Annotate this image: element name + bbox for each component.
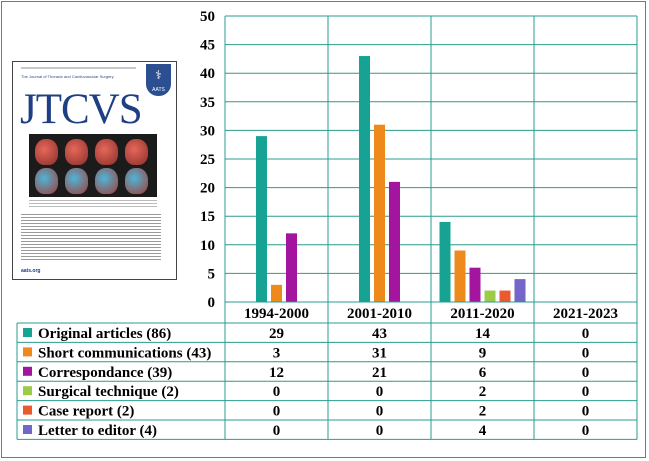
bar: [389, 181, 400, 302]
table-cell-value: 0: [582, 326, 590, 342]
table-cell-value: 14: [475, 326, 491, 342]
x-category-label: 2001-2010: [347, 306, 412, 322]
y-tick-label: 45: [200, 38, 215, 54]
table-cell-value: 0: [582, 384, 590, 400]
legend-swatch: [23, 425, 32, 434]
y-tick-label: 30: [200, 123, 215, 139]
heart-image: [65, 168, 88, 194]
cover-highlights-text: [21, 214, 161, 260]
legend-label: Case report (2): [38, 404, 134, 420]
table-cell-value: 0: [376, 404, 384, 420]
data-table: 1994-2000 2001-2010 2011-2020 2021-2023 Orig…: [16, 301, 638, 440]
table-cell-value: 0: [582, 423, 590, 439]
table-cell-value: 0: [582, 345, 590, 361]
x-category-label: 2011-2020: [450, 306, 514, 322]
table-cell-value: 4: [479, 423, 487, 439]
y-tick-label: 50: [200, 9, 215, 25]
legend-swatch: [23, 386, 32, 396]
journal-cover-image: The Journal of Thoracic and Cardiovascul…: [12, 61, 177, 280]
table-cell-value: 2: [479, 404, 487, 420]
bar: [484, 290, 496, 302]
cover-website: aats.org: [21, 268, 41, 274]
legend-swatch: [23, 366, 32, 376]
legend-label: Original articles (86): [38, 326, 171, 342]
y-tick-label: 0: [208, 295, 216, 311]
cover-caption-text: [29, 200, 157, 208]
table-cell-value: 29: [269, 326, 284, 342]
cover-subtitle: The Journal of Thoracic and Cardiovascul…: [21, 74, 114, 79]
table-cell-value: 9: [479, 345, 487, 361]
heart-image: [125, 139, 148, 165]
bar: [271, 284, 282, 302]
bar: [514, 279, 526, 302]
bar: [439, 221, 451, 302]
bar: [374, 124, 385, 303]
table-cell-value: 12: [269, 365, 284, 381]
table-cell-value: 0: [273, 404, 281, 420]
heart-image: [95, 168, 118, 194]
heart-image: [125, 168, 148, 194]
heart-image: [65, 139, 88, 165]
y-tick-label: 5: [208, 266, 216, 282]
y-tick-label: 25: [200, 152, 215, 168]
bar: [359, 56, 370, 302]
aats-badge: ⚕ AATS: [146, 64, 171, 96]
legend-label: Correspondance (39): [38, 365, 172, 381]
y-tick-label: 20: [200, 181, 215, 197]
legend-swatch: [23, 328, 32, 337]
table-cell-value: 0: [376, 423, 384, 439]
table-cell-value: 0: [582, 404, 590, 420]
table-cell-value: 2: [479, 384, 487, 400]
caduceus-icon: ⚕: [155, 68, 162, 82]
y-axis-ticks: 0 5 10 15 20 25 30 35 40 45 50: [200, 9, 215, 311]
y-tick-label: 10: [200, 238, 215, 254]
bar: [286, 233, 297, 302]
cover-title: JTCVS: [20, 86, 143, 133]
legend-label: Short communications (43): [38, 345, 211, 361]
bars: [256, 56, 526, 303]
legend-label: Surgical technique (2): [38, 384, 179, 400]
heart-image: [95, 139, 118, 165]
table-cell-value: 0: [582, 365, 590, 381]
table-cell-value: 21: [372, 365, 387, 381]
cover-heart-images: [29, 134, 157, 197]
legend-swatch: [23, 347, 32, 357]
legend-swatch: [23, 405, 32, 415]
y-tick-label: 35: [200, 95, 215, 111]
heart-image: [35, 168, 58, 194]
table-cell-value: 6: [479, 365, 487, 381]
y-tick-label: 40: [200, 66, 215, 82]
y-tick-label: 15: [200, 209, 215, 225]
bar: [499, 290, 511, 302]
x-category-label: 1994-2000: [244, 306, 309, 322]
table-cell-value: 0: [376, 384, 384, 400]
table-cell-value: 0: [273, 423, 281, 439]
bar: [256, 136, 267, 302]
x-category-label: 2021-2023: [553, 306, 618, 322]
legend-label: Letter to editor (4): [38, 423, 157, 439]
table-cell-value: 3: [273, 345, 281, 361]
bar: [454, 250, 466, 302]
table-cell-value: 43: [372, 326, 387, 342]
cover-header-rule: [21, 67, 136, 69]
bar: [469, 267, 481, 302]
table-cell-value: 31: [372, 345, 387, 361]
table-cell-value: 0: [273, 384, 281, 400]
heart-image: [35, 139, 58, 165]
aats-badge-label: AATS: [152, 87, 165, 93]
